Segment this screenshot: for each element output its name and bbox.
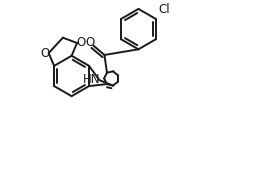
Text: Cl: Cl [158,3,169,16]
Text: O: O [76,37,86,50]
Text: O: O [40,47,49,59]
Text: HN: HN [83,73,100,86]
Text: O: O [86,36,95,49]
